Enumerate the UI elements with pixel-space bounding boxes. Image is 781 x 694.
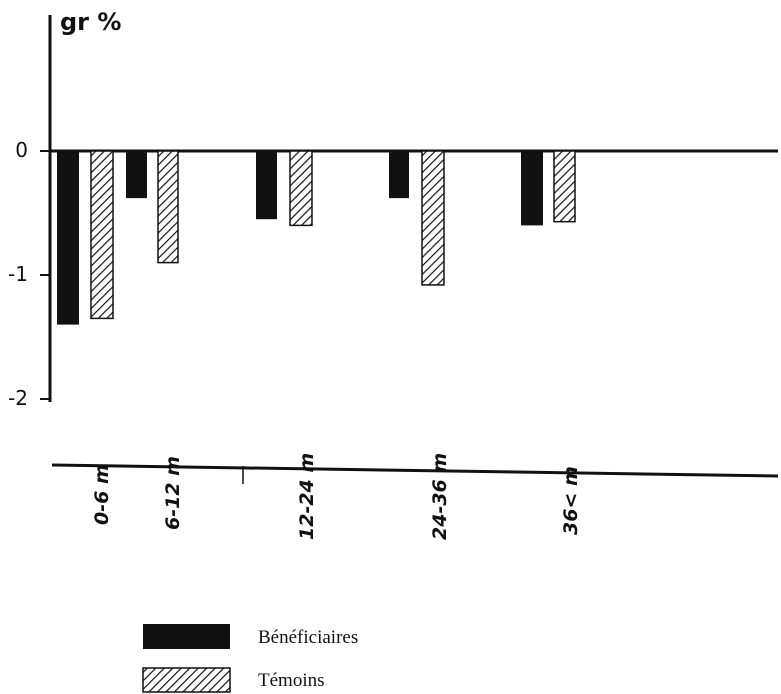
category-label: 24-36 m xyxy=(429,453,451,540)
category-label: 12-24 m xyxy=(296,453,318,540)
bar-temoins xyxy=(421,150,445,286)
bar-temoins xyxy=(289,150,313,227)
bar-beneficiaires xyxy=(126,151,147,199)
bar-temoins xyxy=(553,150,576,223)
legend: Bénéficiaires Témoins xyxy=(142,624,358,693)
legend-label-beneficiaires: Bénéficiaires xyxy=(258,627,358,648)
bar-beneficiaires xyxy=(389,151,409,199)
y-tick-label: -1 xyxy=(8,262,28,286)
bar-temoins xyxy=(90,150,114,320)
category-axis xyxy=(51,463,779,478)
bar-beneficiaires xyxy=(57,151,79,325)
legend-swatch-temoins xyxy=(142,667,231,693)
y-axis-label: gr % xyxy=(60,8,121,36)
category-label: 36< m xyxy=(560,466,582,535)
category-labels: 0-6 m 6-12 m 12-24 m 24-36 m 36< m xyxy=(91,453,582,540)
bar-temoins xyxy=(157,150,179,264)
y-tick-label: -2 xyxy=(8,386,28,410)
legend-label-temoins: Témoins xyxy=(258,670,325,691)
y-axis-ticks: 0 -1 -2 xyxy=(8,138,50,410)
legend-swatch-beneficiaires xyxy=(143,624,230,649)
bar-beneficiaires xyxy=(521,151,543,226)
bar-series xyxy=(57,150,576,325)
category-label: 0-6 m xyxy=(91,464,113,525)
bar-beneficiaires xyxy=(256,151,277,220)
y-tick-label: 0 xyxy=(15,138,28,162)
category-label: 6-12 m xyxy=(162,456,184,530)
